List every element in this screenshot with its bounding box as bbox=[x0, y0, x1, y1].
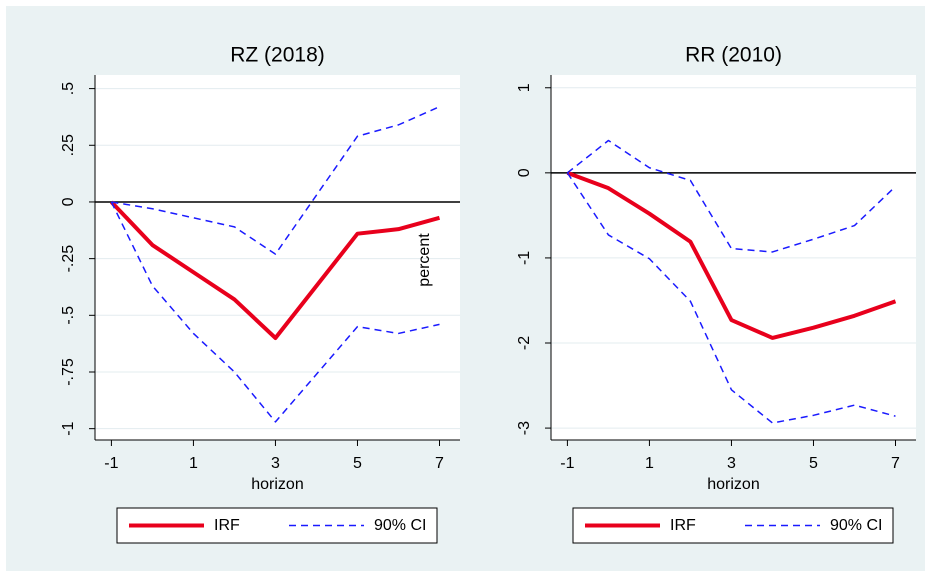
x-tick-label: 5 bbox=[353, 455, 362, 472]
y-tick-label: -.5 bbox=[60, 306, 77, 325]
y-tick-label: .5 bbox=[60, 82, 77, 95]
series-line bbox=[109, 200, 441, 340]
y-tick-label: 0 bbox=[60, 197, 77, 206]
x-tick-label: -1 bbox=[104, 455, 118, 472]
series-line bbox=[566, 139, 897, 253]
x-tick-label: 1 bbox=[645, 455, 654, 472]
y-axis-label: percent bbox=[416, 233, 433, 287]
x-axis-label: horizon bbox=[707, 476, 759, 493]
legend-label: 90% CI bbox=[830, 517, 882, 534]
y-tick-label: .25 bbox=[60, 134, 77, 156]
y-tick-label: 1 bbox=[516, 83, 533, 92]
x-tick-label: -1 bbox=[560, 455, 574, 472]
plot-area bbox=[95, 75, 460, 440]
legend-label: IRF bbox=[214, 517, 240, 534]
series-line bbox=[111, 106, 440, 255]
x-tick-label: 3 bbox=[727, 455, 736, 472]
x-tick-label: 7 bbox=[891, 455, 900, 472]
y-tick-label: 0 bbox=[516, 168, 533, 177]
legend-label: IRF bbox=[670, 517, 696, 534]
x-tick-label: 7 bbox=[435, 455, 444, 472]
series-line bbox=[110, 201, 440, 423]
series-line bbox=[566, 172, 896, 424]
y-tick-label: -1 bbox=[60, 421, 77, 435]
series-line bbox=[566, 170, 897, 340]
y-tick-label: -1 bbox=[516, 251, 533, 265]
x-tick-label: 1 bbox=[189, 455, 198, 472]
chart-title: RR (2010) bbox=[685, 44, 782, 67]
x-axis-label: horizon bbox=[251, 476, 303, 493]
y-tick-label: -.25 bbox=[60, 245, 77, 273]
y-tick-label: -3 bbox=[516, 421, 533, 435]
x-tick-label: 5 bbox=[809, 455, 818, 472]
y-tick-label: -.75 bbox=[60, 358, 77, 386]
x-tick-label: 3 bbox=[271, 455, 280, 472]
y-tick-label: -2 bbox=[516, 336, 533, 350]
chart-title: RZ (2018) bbox=[230, 44, 325, 67]
legend-label: 90% CI bbox=[374, 517, 426, 534]
